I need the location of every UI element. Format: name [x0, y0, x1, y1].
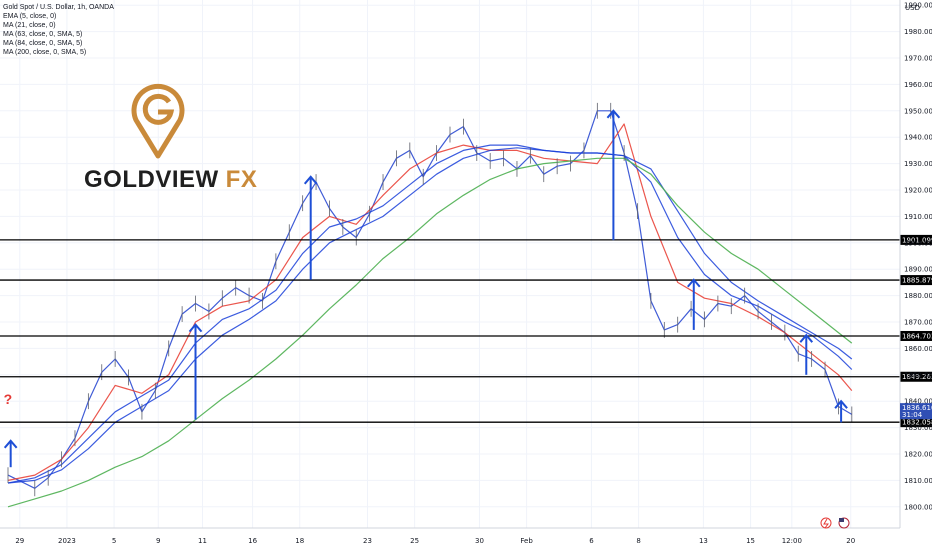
price-tick-label: 1930.000: [904, 160, 932, 168]
level-tag-label: 1864.703: [902, 332, 932, 340]
time-tick-label: 11: [198, 537, 207, 545]
price-tick-label: 1860.000: [904, 345, 932, 353]
up-arrow-head[interactable]: [188, 323, 203, 333]
level-tag-label: 1832.058: [902, 419, 932, 427]
chart-grid: [0, 0, 900, 528]
level-tag-label: 1849.263: [902, 373, 932, 381]
time-tick-label: 15: [746, 537, 755, 545]
goldview-logo: GOLDVIEW FX: [84, 80, 257, 193]
horizontal-levels[interactable]: 1901.099 1885.879 1864.703 1849.263 1832.058: [0, 234, 932, 428]
up-arrow-head[interactable]: [303, 175, 318, 185]
time-tick-label: 18: [295, 537, 304, 545]
time-tick-label: 9: [156, 537, 160, 545]
up-arrow-head[interactable]: [799, 333, 814, 343]
time-tick-label: 5: [112, 537, 116, 545]
level-tag[interactable]: [900, 234, 932, 245]
annotation-arrows[interactable]: ?: [3, 109, 848, 468]
price-tick-label: 1910.000: [904, 213, 932, 221]
up-arrow-head[interactable]: [687, 278, 701, 288]
price-tick-label: 1850.000: [904, 371, 932, 379]
price-tick-label: 1810.000: [904, 477, 932, 485]
price-tick-label: 1890.000: [904, 266, 932, 274]
indicator-ma63[interactable]: MA (63, close, 0, SMA, 5): [3, 31, 83, 38]
time-tick-label: 25: [410, 537, 419, 545]
time-tick-label: 23: [363, 537, 372, 545]
up-arrow-head[interactable]: [3, 439, 18, 449]
indicator-ema5[interactable]: EMA (5, close, 0): [3, 13, 57, 20]
price-tick-label: 1900.000: [904, 239, 932, 247]
time-tick-label: 30: [475, 537, 484, 545]
time-tick-label: 8: [636, 537, 640, 545]
bottom-icons[interactable]: [820, 517, 850, 529]
symbol-title[interactable]: Gold Spot / U.S. Dollar, 1h, OANDA: [3, 4, 114, 11]
lightning-bolt-icon: [823, 518, 829, 529]
price-tick-label: 1820.000: [904, 451, 932, 459]
last-price-tag[interactable]: [900, 403, 932, 420]
up-arrow-head[interactable]: [834, 399, 848, 409]
series-line-3: [7, 147, 853, 484]
indicator-ma21[interactable]: MA (21, close, 0): [3, 22, 56, 29]
countdown-label: 31:04: [902, 411, 923, 419]
time-tick-label: 29: [15, 537, 24, 545]
time-axis[interactable]: 29 2023 5 9 11 16 18 23 25 30 Feb 6 8 13 15 12:00 20: [0, 527, 900, 545]
price-tick-label: 1880.000: [904, 292, 932, 300]
time-tick-label: 6: [589, 537, 594, 545]
indicator-ma84[interactable]: MA (84, close, 0, SMA, 5): [3, 40, 83, 47]
price-tick-label: 1960.000: [904, 81, 932, 89]
logo-wordmark: GOLDVIEW FX: [84, 166, 257, 194]
time-tick-label: 2023: [58, 537, 76, 545]
level-tag-label: 1901.099: [902, 236, 932, 244]
series-line-4: [7, 157, 853, 508]
series-line-2: [7, 144, 853, 484]
logo-brand: GOLDVIEW: [84, 166, 219, 193]
time-tick-label: 12:00: [782, 537, 802, 545]
currency-label: USD: [905, 4, 920, 12]
price-tick-label: 1830.000: [904, 424, 932, 432]
time-tick-label: 16: [248, 537, 257, 545]
indicator-ma200[interactable]: MA (200, close, 0, SMA, 5): [3, 49, 87, 56]
price-tick-label: 1990.000: [904, 2, 932, 10]
time-tick-label: Feb: [520, 537, 533, 545]
question-annotation[interactable]: ?: [4, 391, 13, 407]
time-tick-label: 13: [699, 537, 708, 545]
price-tick-label: 1870.000: [904, 319, 932, 327]
level-tag[interactable]: [900, 275, 932, 286]
price-tick-label: 1950.000: [904, 107, 932, 115]
price-tick-label: 1840.000: [904, 398, 932, 406]
flag-canton-icon: [839, 518, 844, 522]
lightning-icon[interactable]: [820, 517, 832, 529]
chart-legend: Gold Spot / U.S. Dollar, 1h, OANDA EMA (…: [3, 3, 114, 57]
price-tick-label: 1940.000: [904, 134, 932, 142]
level-tag-label: 1885.879: [902, 277, 932, 285]
logo-suffix: FX: [225, 166, 258, 193]
level-tag[interactable]: [900, 371, 932, 382]
price-tick-label: 1970.000: [904, 55, 932, 63]
map-pin-g-icon: [131, 83, 185, 159]
price-tick-label: 1980.000: [904, 28, 932, 36]
price-axis[interactable]: 1800.000 1810.000 1820.000 1830.000 1840.000…: [899, 0, 932, 528]
up-arrow-head[interactable]: [606, 109, 621, 119]
time-tick-label: 20: [846, 537, 855, 545]
level-tag[interactable]: [900, 330, 932, 341]
level-tag[interactable]: [900, 417, 932, 428]
last-price-label: 1836.610: [902, 404, 932, 412]
price-tick-label: 1800.000: [904, 503, 932, 511]
price-tick-label: 1920.000: [904, 187, 932, 195]
